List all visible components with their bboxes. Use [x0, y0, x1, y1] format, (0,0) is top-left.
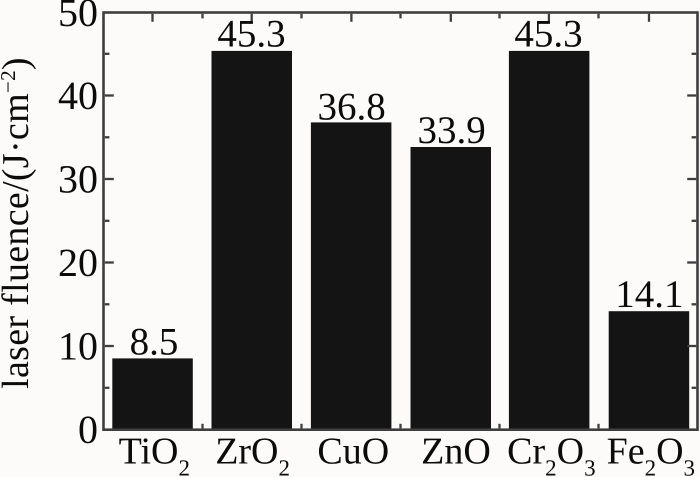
svg-text:ZrO2: ZrO2	[215, 431, 290, 477]
svg-text:36.8: 36.8	[317, 86, 385, 129]
svg-text:laser fluence/(J·cm−2): laser fluence/(J·cm−2)	[0, 57, 37, 389]
svg-text:10: 10	[58, 324, 98, 369]
svg-text:TiO2: TiO2	[119, 431, 190, 477]
svg-text:8.5: 8.5	[130, 321, 179, 364]
svg-text:14.1: 14.1	[615, 273, 683, 316]
svg-text:50: 50	[58, 0, 98, 35]
svg-text:40: 40	[58, 73, 98, 118]
svg-text:45.3: 45.3	[514, 13, 582, 56]
svg-text:Fe2O3: Fe2O3	[607, 431, 695, 477]
svg-text:45.3: 45.3	[217, 13, 285, 56]
svg-text:ZnO: ZnO	[421, 431, 491, 473]
svg-text:CuO: CuO	[317, 431, 389, 473]
svg-text:20: 20	[58, 240, 98, 285]
svg-text:0: 0	[78, 407, 98, 452]
svg-text:33.9: 33.9	[417, 109, 485, 152]
svg-text:30: 30	[58, 157, 98, 202]
